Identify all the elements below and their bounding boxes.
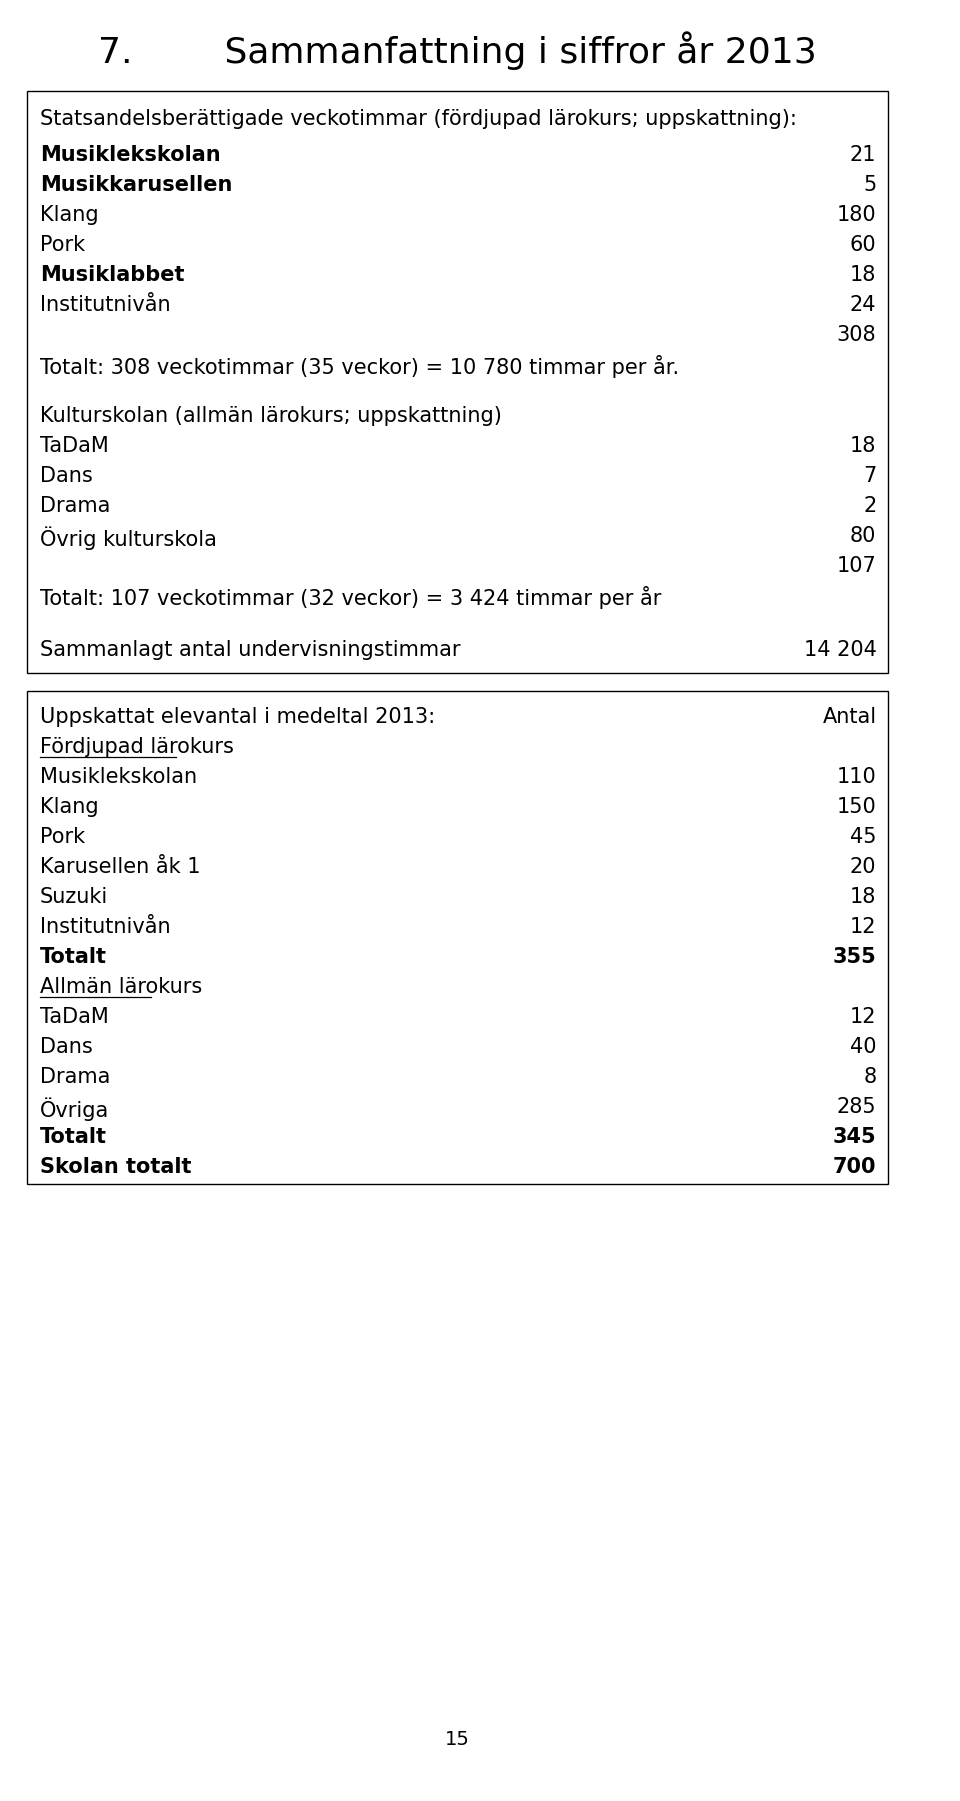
Text: Musiklekskolan: Musiklekskolan: [40, 767, 197, 787]
Text: Suzuki: Suzuki: [40, 888, 108, 908]
Text: Musiklekskolan: Musiklekskolan: [40, 146, 221, 166]
Text: 2: 2: [863, 495, 876, 517]
Text: Pork: Pork: [40, 827, 85, 846]
Text: Skolan totalt: Skolan totalt: [40, 1156, 191, 1178]
Text: 355: 355: [832, 947, 876, 967]
Text: Klang: Klang: [40, 798, 99, 818]
Text: 150: 150: [837, 798, 876, 818]
Text: Pork: Pork: [40, 234, 85, 256]
Text: 21: 21: [850, 146, 876, 166]
Text: Fördjupad lärokurs: Fördjupad lärokurs: [40, 737, 234, 756]
FancyBboxPatch shape: [27, 92, 888, 674]
Text: Dans: Dans: [40, 466, 93, 486]
Text: Drama: Drama: [40, 1066, 110, 1088]
Text: TaDaM: TaDaM: [40, 1007, 108, 1027]
Text: 285: 285: [837, 1097, 876, 1117]
Text: 345: 345: [833, 1127, 876, 1147]
Text: 110: 110: [837, 767, 876, 787]
Text: 107: 107: [837, 557, 876, 576]
Text: Övriga: Övriga: [40, 1097, 109, 1120]
Text: 60: 60: [850, 234, 876, 256]
Text: 180: 180: [837, 205, 876, 225]
Text: Totalt: Totalt: [40, 947, 107, 967]
Text: Musiklabbet: Musiklabbet: [40, 265, 184, 285]
Text: 18: 18: [851, 265, 876, 285]
Text: 5: 5: [863, 175, 876, 195]
Text: Övrig kulturskola: Övrig kulturskola: [40, 526, 217, 549]
Text: 18: 18: [851, 436, 876, 456]
Text: 45: 45: [850, 827, 876, 846]
Text: 12: 12: [850, 917, 876, 937]
Text: Uppskattat elevantal i medeltal 2013:: Uppskattat elevantal i medeltal 2013:: [40, 708, 435, 728]
Text: Klang: Klang: [40, 205, 99, 225]
Text: 18: 18: [851, 888, 876, 908]
Text: Drama: Drama: [40, 495, 110, 517]
Text: 7.        Sammanfattning i siffror år 2013: 7. Sammanfattning i siffror år 2013: [98, 31, 817, 70]
Text: Antal: Antal: [823, 708, 876, 728]
Text: 7: 7: [863, 466, 876, 486]
Text: Institutnivån: Institutnivån: [40, 917, 171, 937]
Text: Kulturskolan (allmän lärokurs; uppskattning): Kulturskolan (allmän lärokurs; uppskattn…: [40, 405, 502, 427]
Text: 40: 40: [850, 1037, 876, 1057]
Text: TaDaM: TaDaM: [40, 436, 108, 456]
Text: Allmän lärokurs: Allmän lärokurs: [40, 976, 203, 998]
FancyBboxPatch shape: [27, 692, 888, 1183]
Text: 80: 80: [851, 526, 876, 546]
Text: Totalt: Totalt: [40, 1127, 107, 1147]
Text: Karusellen åk 1: Karusellen åk 1: [40, 857, 201, 877]
Text: Musikkarusellen: Musikkarusellen: [40, 175, 232, 195]
Text: 24: 24: [850, 295, 876, 315]
Text: Dans: Dans: [40, 1037, 93, 1057]
Text: 700: 700: [833, 1156, 876, 1178]
Text: Totalt: 107 veckotimmar (32 veckor) = 3 424 timmar per år: Totalt: 107 veckotimmar (32 veckor) = 3 …: [40, 585, 661, 609]
Text: 308: 308: [837, 324, 876, 346]
Text: Totalt: 308 veckotimmar (35 veckor) = 10 780 timmar per år.: Totalt: 308 veckotimmar (35 veckor) = 10…: [40, 355, 679, 378]
Text: 12: 12: [850, 1007, 876, 1027]
Text: 8: 8: [863, 1066, 876, 1088]
Text: Sammanlagt antal undervisningstimmar: Sammanlagt antal undervisningstimmar: [40, 639, 461, 659]
Text: 20: 20: [850, 857, 876, 877]
Text: Statsandelsberättigade veckotimmar (fördjupad lärokurs; uppskattning):: Statsandelsberättigade veckotimmar (förd…: [40, 110, 797, 130]
Text: Institutnivån: Institutnivån: [40, 295, 171, 315]
Text: 15: 15: [444, 1731, 469, 1749]
Text: 14 204: 14 204: [804, 639, 876, 659]
